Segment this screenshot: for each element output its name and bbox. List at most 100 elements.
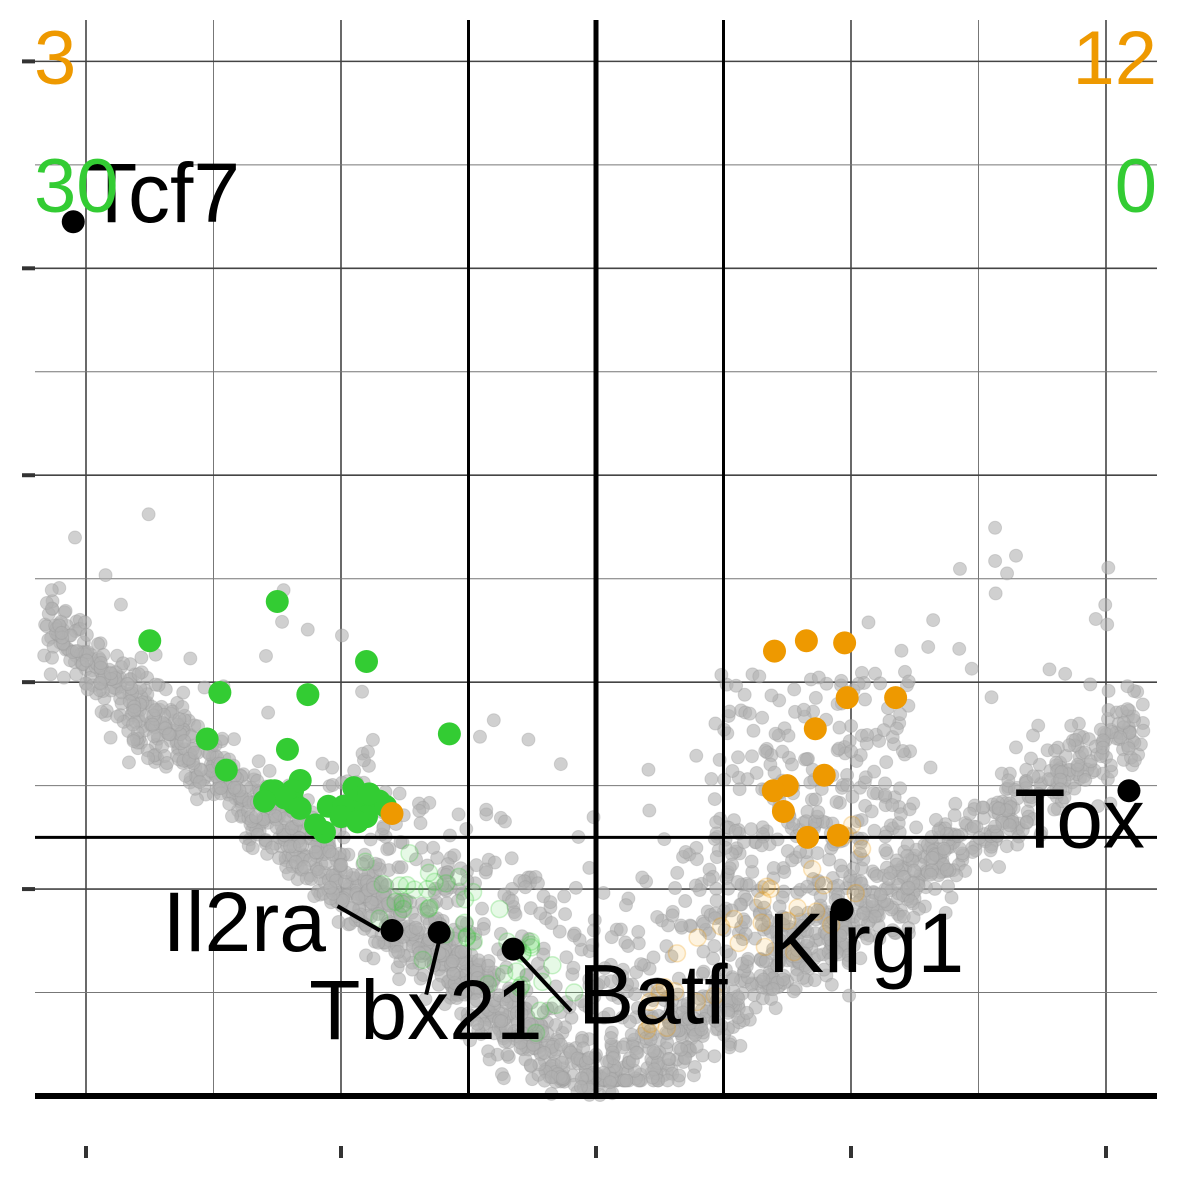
background-point: [768, 726, 783, 741]
background-point: [472, 729, 487, 744]
background-point: [844, 718, 859, 733]
background-point: [824, 977, 839, 992]
background-point: [380, 842, 395, 857]
background-point: [878, 776, 893, 791]
background-point: [172, 712, 187, 727]
background-point: [811, 670, 826, 685]
background-point: [297, 860, 312, 875]
background-point: [785, 853, 800, 868]
background-point: [148, 703, 163, 718]
background-point: [901, 926, 916, 941]
background-point: [245, 841, 260, 856]
background-point: [540, 1001, 555, 1016]
background-point: [557, 889, 572, 904]
background-point: [553, 1037, 568, 1052]
background-point: [248, 809, 263, 824]
background-point: [366, 880, 381, 895]
background-point: [566, 928, 581, 943]
background-point: [300, 622, 315, 637]
faint-up-point: [711, 917, 731, 936]
background-point: [500, 1047, 515, 1062]
background-point: [709, 893, 724, 908]
down-point: [265, 589, 289, 613]
background-point: [800, 879, 815, 894]
count-up-right: 12: [1072, 16, 1157, 101]
down-point: [195, 727, 219, 751]
background-point: [952, 841, 967, 856]
background-point: [665, 908, 680, 923]
background-point: [98, 568, 113, 583]
faint-down-point: [390, 876, 410, 895]
background-point: [1120, 702, 1135, 717]
background-point: [518, 880, 533, 895]
faint-down-point: [405, 880, 424, 899]
background-point: [889, 721, 904, 736]
background-point: [744, 822, 759, 837]
background-point: [678, 844, 693, 859]
down-point: [253, 789, 276, 813]
background-point: [365, 732, 380, 747]
background-point: [493, 926, 508, 941]
background-point: [731, 750, 746, 765]
background-point: [844, 744, 859, 759]
background-point: [552, 924, 567, 939]
background-point: [486, 713, 501, 728]
faint-down-point: [507, 962, 526, 981]
background-point: [178, 768, 193, 783]
background-point: [725, 763, 740, 778]
background-point: [1067, 781, 1082, 796]
background-point: [392, 786, 407, 801]
background-point: [689, 748, 704, 763]
background-point: [860, 931, 875, 946]
background-point: [227, 780, 242, 795]
faint-down-point: [449, 867, 469, 887]
background-point: [284, 821, 299, 836]
background-point: [878, 843, 893, 858]
background-point: [479, 802, 494, 817]
background-point: [947, 808, 962, 823]
background-point: [901, 674, 916, 689]
background-point: [813, 889, 828, 904]
background-point: [643, 1032, 658, 1047]
background-point: [1042, 662, 1057, 677]
faint-up-point: [688, 928, 707, 947]
gene-label-klrg1: Klrg1: [768, 896, 964, 990]
background-point: [772, 899, 787, 914]
background-point: [853, 951, 868, 966]
background-point: [537, 1045, 552, 1060]
background-point: [145, 717, 160, 732]
background-point: [161, 727, 176, 742]
background-point: [192, 775, 207, 790]
background-point: [1135, 697, 1150, 712]
background-point: [941, 879, 956, 894]
background-point: [439, 868, 454, 883]
background-point: [476, 921, 491, 936]
faint-down-point: [413, 950, 433, 970]
background-point: [620, 977, 635, 992]
background-point: [789, 905, 804, 920]
background-point: [56, 670, 71, 685]
background-point: [405, 962, 420, 977]
background-point: [368, 856, 383, 871]
down-point: [437, 722, 461, 746]
background-point: [265, 840, 280, 855]
background-point: [131, 667, 146, 682]
background-point: [399, 893, 414, 908]
background-point: [459, 821, 474, 836]
background-point: [505, 893, 520, 908]
background-point: [1001, 773, 1016, 788]
background-point: [860, 727, 875, 742]
background-point: [728, 823, 743, 838]
faint-down-point: [373, 874, 392, 894]
background-point: [841, 956, 856, 971]
gene-point-batf: [501, 937, 525, 961]
faint-down-point: [526, 1023, 546, 1043]
background-point: [628, 987, 643, 1002]
background-point: [744, 749, 759, 764]
faint-up-point: [657, 1018, 677, 1038]
gene-label-il2ra: Il2ra: [163, 875, 327, 969]
background-point: [1024, 790, 1039, 805]
background-point: [496, 1071, 511, 1086]
background-point: [126, 734, 141, 749]
background-point: [555, 1070, 570, 1085]
